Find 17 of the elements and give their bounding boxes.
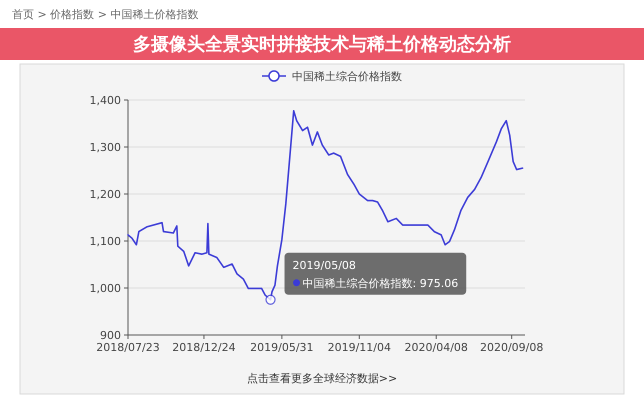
y-tick-label: 1,000 xyxy=(90,282,121,295)
text: 首页 > 价格指数 > 中国稀土价格指数 xyxy=(12,8,198,21)
x-tick-label: 2019/05/31 xyxy=(250,341,314,354)
y-tick-label: 1,200 xyxy=(90,188,121,201)
y-tick-label: 1,300 xyxy=(90,141,121,154)
y-tick-label: 900 xyxy=(100,329,121,342)
x-tick-label: 2018/12/24 xyxy=(172,341,236,354)
x-tick-label: 2020/09/08 xyxy=(480,341,544,354)
y-tick-label: 1,400 xyxy=(90,94,121,107)
chart-title: 多摄像头全景实时拼接技术与稀土价格动态分析 xyxy=(133,34,511,55)
x-tick-label: 2020/04/08 xyxy=(404,341,468,354)
annotation: 2019/05/08 中国稀土综合价格指数: 975.06 xyxy=(292,258,458,290)
text: 点击查看更多全球经济数据>> xyxy=(246,372,398,385)
x-tick-label: 2019/11/04 xyxy=(328,341,391,354)
x-tick-label: 2018/07/23 xyxy=(96,341,160,354)
legend-label: 中国稀土综合价格指数 xyxy=(292,70,402,83)
y-tick-label: 1,100 xyxy=(90,235,121,248)
